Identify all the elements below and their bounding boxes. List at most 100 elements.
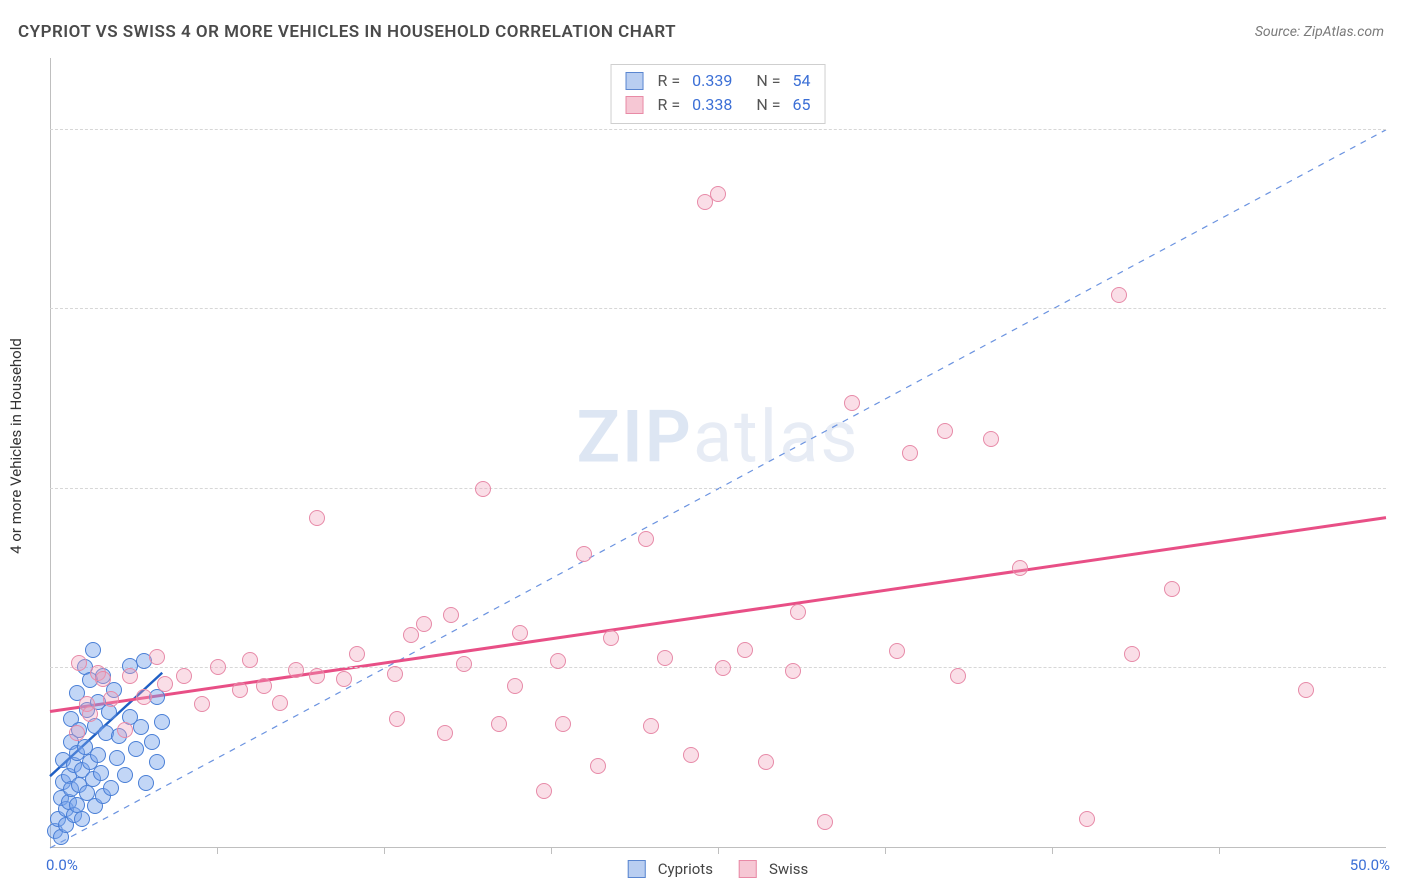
cypriots-point bbox=[154, 714, 170, 730]
cypriots-point bbox=[149, 754, 165, 770]
swiss-point bbox=[790, 604, 806, 620]
swiss-point bbox=[242, 652, 258, 668]
cypriots-legend-label: Cypriots bbox=[658, 860, 713, 878]
x-tick bbox=[1219, 848, 1220, 854]
swiss-point bbox=[657, 650, 673, 666]
swiss-point bbox=[889, 643, 905, 659]
stats-legend: R =0.339N =54R =0.338N =65 bbox=[611, 64, 826, 124]
swiss-point bbox=[937, 423, 953, 439]
swiss-point bbox=[1079, 811, 1095, 827]
swiss-point bbox=[507, 678, 523, 694]
cypriots-point bbox=[133, 719, 149, 735]
swiss-point bbox=[117, 722, 133, 738]
swiss-point bbox=[710, 186, 726, 202]
swiss-point bbox=[638, 531, 654, 547]
y-tick-label: 25.0% bbox=[1396, 480, 1406, 498]
gridline bbox=[50, 488, 1386, 489]
x-tick bbox=[1052, 848, 1053, 854]
n-label: N = bbox=[756, 69, 780, 93]
r-label: R = bbox=[658, 69, 681, 93]
x-tick bbox=[885, 848, 886, 854]
swiss-point bbox=[349, 646, 365, 662]
swiss-point bbox=[389, 711, 405, 727]
cypriots-point bbox=[93, 765, 109, 781]
swiss-point bbox=[288, 662, 304, 678]
swiss-point bbox=[210, 659, 226, 675]
cypriots-legend-swatch bbox=[628, 860, 646, 878]
swiss-point bbox=[1164, 581, 1180, 597]
n-label: N = bbox=[756, 93, 780, 117]
x-tick bbox=[384, 848, 385, 854]
swiss-point bbox=[491, 716, 507, 732]
swiss-point bbox=[737, 642, 753, 658]
swiss-point bbox=[844, 395, 860, 411]
cypriots-point bbox=[90, 747, 106, 763]
swiss-point bbox=[122, 668, 138, 684]
source-prefix: Source: bbox=[1255, 24, 1304, 40]
swiss-point bbox=[603, 630, 619, 646]
swiss-point bbox=[387, 666, 403, 682]
swiss-point bbox=[950, 668, 966, 684]
swiss-point bbox=[336, 671, 352, 687]
cypriots-point bbox=[103, 780, 119, 796]
y-axis bbox=[50, 58, 51, 848]
swiss-point bbox=[272, 695, 288, 711]
swiss-point bbox=[69, 725, 85, 741]
cypriots-r-value: 0.339 bbox=[692, 69, 732, 93]
source-name: ZipAtlas.com bbox=[1304, 24, 1384, 40]
swiss-point bbox=[309, 668, 325, 684]
x-axis-max-label: 50.0% bbox=[1350, 856, 1390, 874]
swiss-point bbox=[1012, 560, 1028, 576]
swiss-point bbox=[590, 758, 606, 774]
stats-row-cypriots: R =0.339N =54 bbox=[626, 69, 811, 93]
series-legend: Cypriots Swiss bbox=[628, 860, 809, 878]
x-axis-min-label: 0.0% bbox=[46, 856, 78, 874]
cypriots-point bbox=[117, 767, 133, 783]
watermark-zip: ZIP bbox=[576, 395, 692, 480]
swiss-point bbox=[785, 663, 801, 679]
chart-title: CYPRIOT VS SWISS 4 OR MORE VEHICLES IN H… bbox=[18, 22, 676, 42]
r-label: R = bbox=[658, 93, 681, 117]
swiss-point bbox=[456, 656, 472, 672]
swiss-point bbox=[194, 696, 210, 712]
y-axis-label: 4 or more Vehicles in Household bbox=[7, 338, 25, 554]
swiss-point bbox=[1298, 682, 1314, 698]
swiss-point bbox=[536, 783, 552, 799]
cypriots-point bbox=[74, 811, 90, 827]
swiss-point bbox=[416, 616, 432, 632]
swiss-swatch bbox=[626, 96, 644, 114]
y-tick-label: 37.5% bbox=[1396, 300, 1406, 318]
swiss-point bbox=[176, 668, 192, 684]
swiss-point bbox=[232, 682, 248, 698]
watermark-atlas: atlas bbox=[693, 395, 860, 480]
plot-area: ZIPatlas R =0.339N =54R =0.338N =65 0.0%… bbox=[50, 58, 1386, 848]
gridline bbox=[50, 308, 1386, 309]
gridline bbox=[50, 129, 1386, 130]
swiss-point bbox=[555, 716, 571, 732]
stats-row-swiss: R =0.338N =65 bbox=[626, 93, 811, 117]
source-attribution: Source: ZipAtlas.com bbox=[1255, 24, 1384, 40]
swiss-point bbox=[256, 678, 272, 694]
swiss-point bbox=[576, 546, 592, 562]
swiss-point bbox=[95, 671, 111, 687]
swiss-point bbox=[983, 431, 999, 447]
watermark: ZIPatlas bbox=[576, 395, 859, 480]
x-tick bbox=[551, 848, 552, 854]
cypriots-point bbox=[85, 642, 101, 658]
swiss-point bbox=[1111, 287, 1127, 303]
swiss-point bbox=[683, 747, 699, 763]
legend-item-cypriots: Cypriots bbox=[628, 860, 713, 878]
swiss-point bbox=[475, 481, 491, 497]
swiss-point bbox=[758, 754, 774, 770]
lines-overlay bbox=[50, 58, 1386, 848]
swiss-point bbox=[437, 725, 453, 741]
swiss-n-value: 65 bbox=[792, 93, 810, 117]
swiss-point bbox=[403, 627, 419, 643]
swiss-point bbox=[902, 445, 918, 461]
x-tick bbox=[217, 848, 218, 854]
cypriots-point bbox=[128, 741, 144, 757]
swiss-legend-label: Swiss bbox=[769, 860, 808, 878]
y-tick-label: 12.5% bbox=[1396, 659, 1406, 677]
swiss-trend-line bbox=[50, 518, 1386, 712]
swiss-point bbox=[817, 814, 833, 830]
